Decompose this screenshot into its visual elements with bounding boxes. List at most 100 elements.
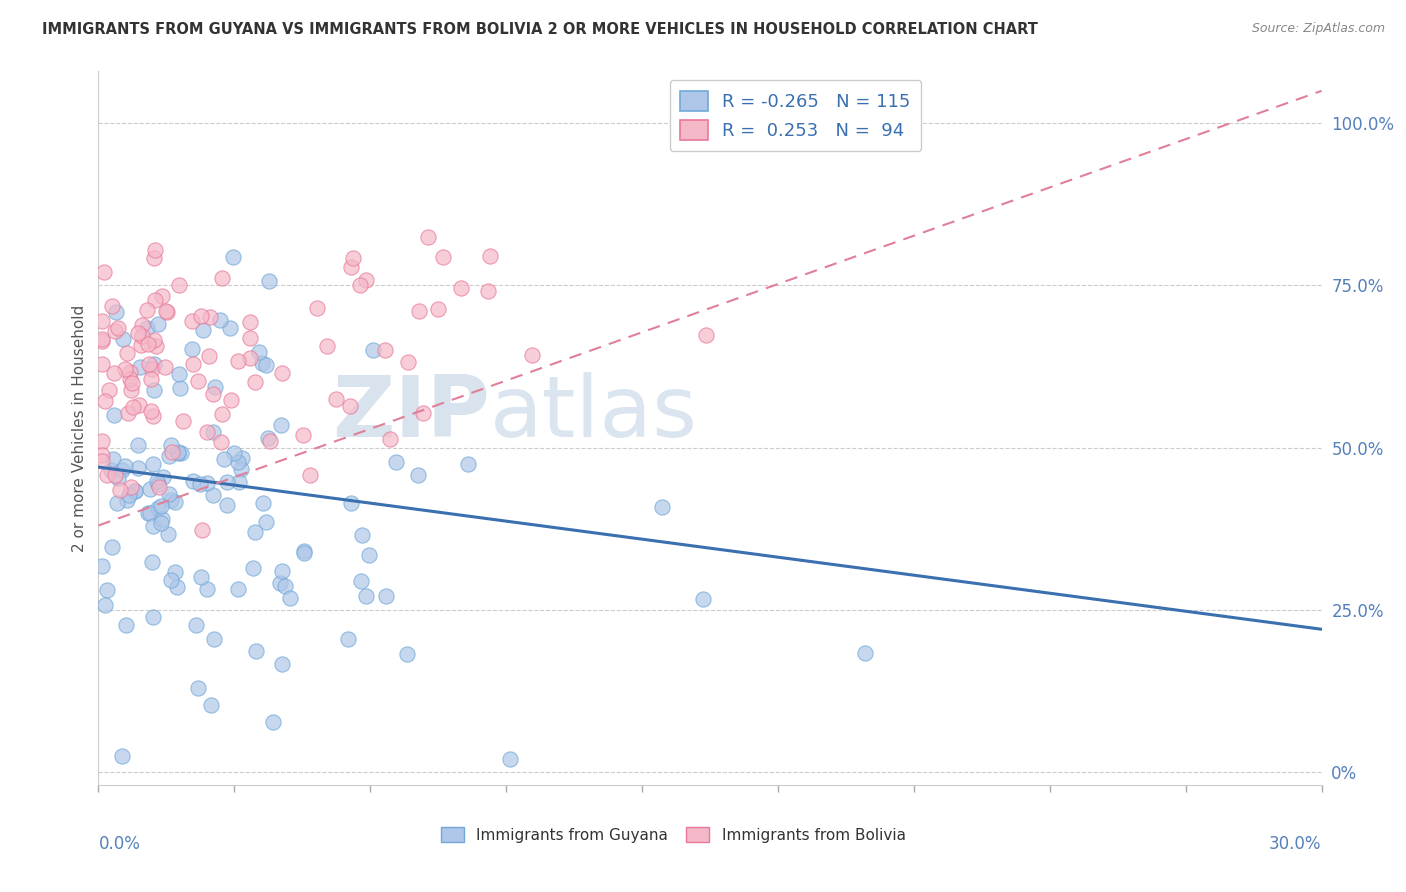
Point	[128, 399, 150, 413]
Point	[396, 355, 419, 369]
Point	[215, 498, 238, 512]
Point	[96, 583, 118, 598]
Point	[325, 392, 347, 406]
Point	[91, 558, 114, 573]
Point	[91, 332, 114, 346]
Point	[127, 461, 149, 475]
Point	[103, 408, 125, 422]
Point	[412, 406, 434, 420]
Point	[298, 468, 321, 483]
Point	[354, 273, 377, 287]
Point	[190, 309, 212, 323]
Point	[111, 749, 134, 764]
Point	[222, 250, 245, 264]
Point	[107, 321, 129, 335]
Point	[342, 251, 364, 265]
Point	[114, 458, 136, 473]
Point	[242, 561, 264, 575]
Point	[155, 304, 177, 318]
Point	[120, 480, 142, 494]
Point	[201, 386, 224, 401]
Point	[165, 495, 187, 509]
Point	[148, 501, 170, 516]
Point	[142, 409, 165, 423]
Point	[190, 570, 212, 584]
Point	[262, 714, 284, 729]
Point	[124, 484, 146, 499]
Point	[396, 647, 419, 661]
Point	[432, 250, 454, 264]
Point	[131, 318, 153, 332]
Point	[156, 305, 179, 319]
Point	[209, 435, 232, 450]
Point	[217, 475, 239, 489]
Point	[160, 573, 183, 587]
Point	[141, 555, 163, 569]
Point	[145, 243, 167, 257]
Point	[104, 305, 127, 319]
Point	[115, 493, 138, 508]
Point	[271, 366, 294, 380]
Point	[187, 681, 209, 696]
Point	[352, 528, 374, 542]
Point	[159, 449, 181, 463]
Point	[201, 488, 224, 502]
Point	[363, 343, 385, 358]
Point	[101, 299, 124, 313]
Point	[121, 401, 143, 415]
Point	[166, 444, 188, 458]
Point	[245, 643, 267, 657]
Point	[103, 366, 125, 380]
Point	[120, 384, 142, 398]
Point	[115, 618, 138, 632]
Point	[94, 598, 117, 612]
Point	[291, 427, 314, 442]
Text: ZIP: ZIP	[332, 372, 489, 456]
Point	[127, 326, 149, 340]
Point	[228, 582, 250, 596]
Point	[141, 361, 163, 376]
Point	[211, 407, 233, 421]
Point	[187, 374, 209, 388]
Point	[93, 265, 115, 279]
Point	[143, 251, 166, 265]
Point	[114, 362, 136, 376]
Point	[142, 519, 165, 533]
Point	[112, 332, 135, 346]
Point	[166, 446, 188, 460]
Point	[204, 380, 226, 394]
Point	[104, 468, 127, 483]
Point	[651, 500, 673, 514]
Point	[384, 455, 406, 469]
Point	[307, 301, 329, 315]
Point	[181, 474, 204, 488]
Point	[139, 372, 162, 386]
Point	[180, 314, 202, 328]
Point	[148, 476, 170, 491]
Point	[118, 488, 141, 502]
Point	[499, 752, 522, 766]
Point	[211, 270, 233, 285]
Point	[202, 425, 225, 439]
Point	[184, 617, 207, 632]
Point	[219, 393, 242, 408]
Point	[339, 399, 361, 413]
Point	[136, 506, 159, 520]
Point	[135, 320, 157, 334]
Point	[270, 564, 292, 578]
Point	[198, 310, 221, 325]
Point	[138, 357, 160, 371]
Point	[148, 480, 170, 494]
Point	[169, 381, 191, 395]
Point	[152, 470, 174, 484]
Text: atlas: atlas	[489, 372, 697, 456]
Point	[374, 343, 396, 358]
Point	[408, 304, 430, 318]
Point	[247, 345, 270, 359]
Point	[450, 280, 472, 294]
Point	[520, 348, 543, 362]
Point	[195, 582, 218, 596]
Point	[198, 349, 221, 363]
Point	[337, 632, 360, 646]
Point	[374, 589, 396, 603]
